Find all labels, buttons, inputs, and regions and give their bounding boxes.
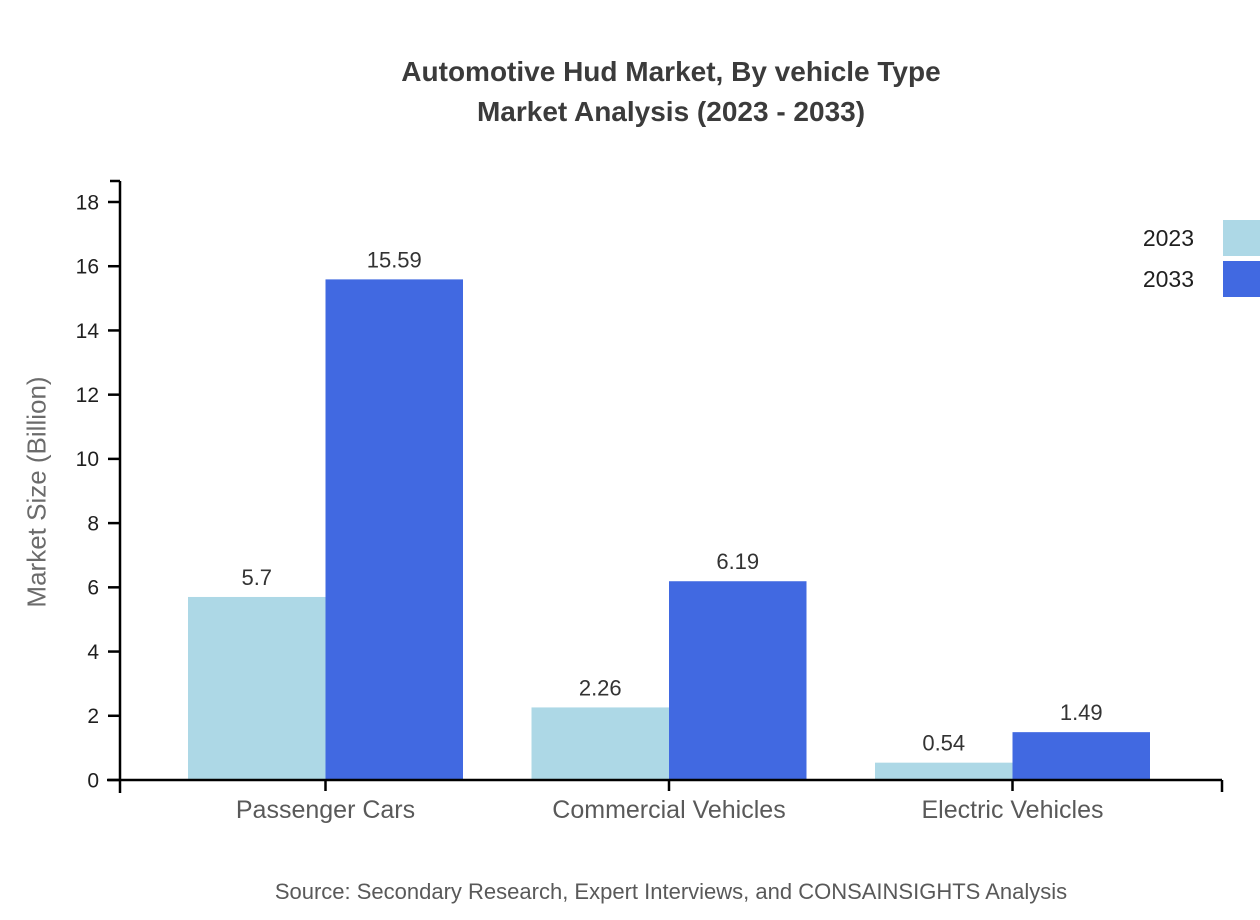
y-tick-label-4: 4: [87, 641, 99, 664]
bar-2033-passenger-cars: [325, 279, 463, 780]
y-tick-label-18: 18: [76, 191, 99, 214]
bar-2023-commercial-vehicles: [531, 707, 669, 780]
value-label-2033-electric-vehicles: 1.49: [1060, 700, 1103, 725]
legend-label-2023: 2023: [1142, 224, 1194, 251]
x-tick-label-passenger-cars: Passenger Cars: [236, 796, 415, 824]
y-tick-label-6: 6: [87, 577, 99, 600]
legend-item-2023: 2023: [1140, 220, 1260, 256]
source-note: Source: Secondary Research, Expert Inter…: [274, 879, 1068, 904]
chart-title-line2: Market Analysis (2023 - 2033): [476, 96, 866, 127]
y-tick-label-10: 10: [76, 448, 99, 471]
legend-item-2033: 2033: [1140, 261, 1260, 297]
legend-label-2033: 2033: [1142, 265, 1194, 292]
bar-2023-passenger-cars: [188, 596, 326, 780]
value-label-2023-electric-vehicles: 0.54: [922, 731, 965, 756]
x-tick-label-commercial-vehicles: Commercial Vehicles: [552, 796, 785, 824]
y-tick-label-14: 14: [76, 320, 100, 343]
y-tick-label-0: 0: [87, 769, 99, 792]
legend: 2023 2033: [1140, 220, 1260, 302]
value-label-2033-passenger-cars: 15.59: [367, 247, 422, 272]
chart-title-line1: Automotive Hud Market, By vehicle Type: [401, 56, 941, 87]
value-label-2033-commercial-vehicles: 6.19: [716, 549, 759, 574]
bar-2033-electric-vehicles: [1012, 732, 1150, 780]
bar-2033-commercial-vehicles: [669, 581, 807, 780]
value-label-2023-passenger-cars: 5.7: [241, 565, 272, 590]
value-label-2023-commercial-vehicles: 2.26: [579, 675, 622, 700]
y-tick-label-16: 16: [76, 256, 99, 279]
x-tick-label-electric-vehicles: Electric Vehicles: [921, 796, 1103, 824]
y-tick-label-8: 8: [87, 512, 99, 535]
legend-swatch-2023: [1223, 220, 1260, 256]
y-tick-label-2: 2: [87, 705, 99, 728]
bar-2023-electric-vehicles: [875, 762, 1013, 780]
axis-spines: [107, 179, 1224, 793]
legend-swatch-2033: [1223, 261, 1260, 297]
y-tick-label-12: 12: [76, 384, 99, 407]
chart-title: Automotive Hud Market, By vehicle Type M…: [120, 52, 1222, 132]
